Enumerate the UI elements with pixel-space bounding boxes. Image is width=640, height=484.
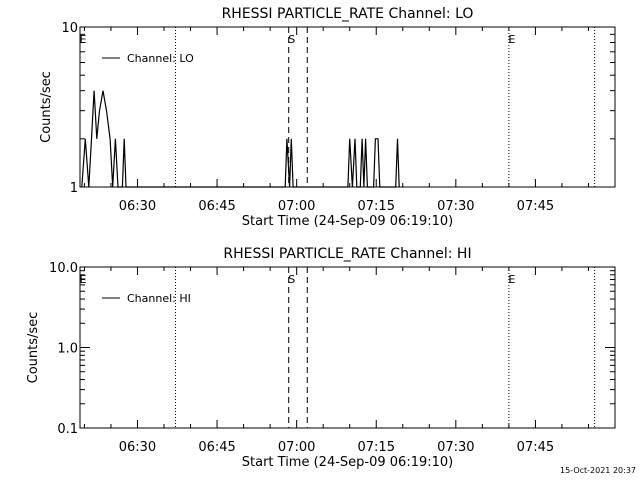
event-marker-label: E	[508, 33, 515, 46]
y-axis-label: Counts/sec	[39, 71, 54, 143]
x-tick-label: 07:15	[358, 199, 395, 214]
x-tick-label: 07:45	[517, 440, 554, 455]
x-tick-label: 06:30	[119, 440, 156, 455]
event-marker-label: S	[288, 273, 295, 286]
chart-title: RHESSI PARTICLE_RATE Channel: LO	[222, 6, 474, 22]
x-tick-label: 07:45	[517, 199, 554, 214]
x-axis-label: Start Time (24-Sep-09 06:19:10)	[242, 455, 453, 470]
event-marker-label: S	[288, 33, 295, 46]
y-tick-label: 1.0	[57, 342, 78, 357]
event-marker-label: E	[80, 273, 87, 286]
x-tick-label: 06:45	[198, 199, 235, 214]
y-tick-label: 10.0	[49, 261, 78, 276]
x-tick-label: 06:30	[119, 199, 156, 214]
chart-title: RHESSI PARTICLE_RATE Channel: HI	[223, 246, 471, 262]
legend-entry: Channel: HI	[127, 292, 191, 305]
series-line	[81, 90, 400, 188]
x-tick-label: 07:00	[278, 440, 315, 455]
x-tick-label: 07:15	[358, 440, 395, 455]
x-tick-label: 07:30	[437, 199, 474, 214]
y-axis-label: Counts/sec	[26, 312, 41, 384]
x-axis-label: Start Time (24-Sep-09 06:19:10)	[242, 214, 453, 229]
y-tick-label: 10	[61, 21, 78, 36]
x-tick-label: 07:00	[278, 199, 315, 214]
timestamp: 15-Oct-2021 20:37	[560, 466, 636, 475]
event-marker-label: E	[80, 33, 87, 46]
event-marker-label: E	[508, 273, 515, 286]
y-tick-label: 0.1	[57, 422, 78, 437]
x-tick-label: 07:30	[437, 440, 474, 455]
legend-entry: Channel: LO	[127, 52, 194, 65]
y-tick-label: 1	[70, 181, 78, 196]
plot-frame	[79, 26, 616, 188]
x-tick-label: 06:45	[198, 440, 235, 455]
